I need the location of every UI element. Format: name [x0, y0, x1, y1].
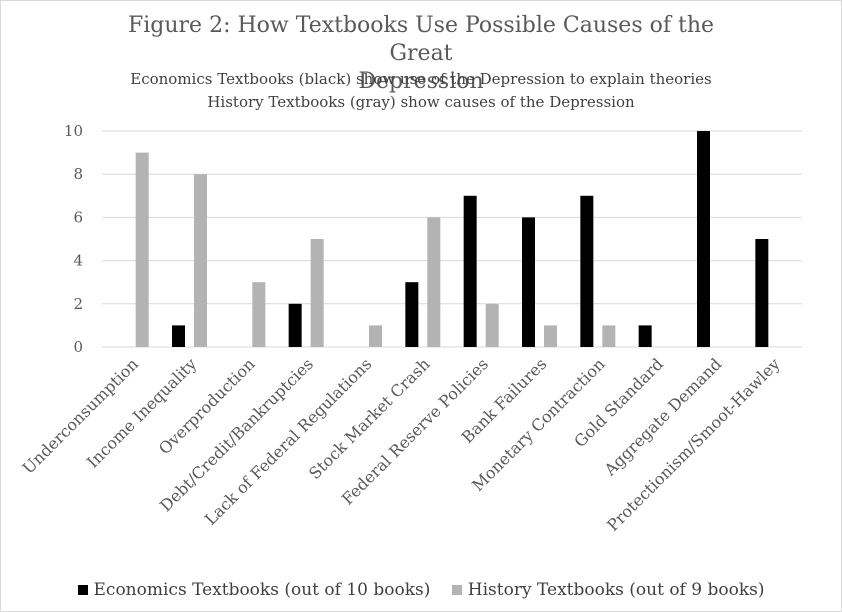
bar-economics-6 — [463, 195, 477, 347]
y-tick-label: 4 — [73, 252, 83, 270]
y-tick-label: 0 — [73, 338, 83, 356]
bar-economics-11 — [755, 239, 769, 347]
y-tick-label: 8 — [73, 165, 83, 183]
legend-item-history: History Textbooks (out of 9 books) — [451, 580, 765, 600]
bar-economics-8 — [580, 195, 594, 347]
legend-label-economics: Economics Textbooks (out of 10 books) — [93, 580, 431, 600]
chart-subtitle-line-2: History Textbooks (gray) show causes of … — [207, 93, 635, 111]
chart-title-line-2: Depression — [358, 69, 484, 94]
y-tick-label: 2 — [73, 295, 83, 313]
y-tick-label: 10 — [64, 122, 83, 140]
legend-label-history: History Textbooks (out of 9 books) — [467, 580, 765, 600]
bar-economics-7 — [522, 217, 535, 347]
chart-subtitle-line-1: Economics Textbooks (black) show use of … — [130, 70, 712, 88]
chart-title-line-1: Figure 2: How Textbooks Use Possible Cau… — [127, 13, 715, 66]
bar-history-0 — [135, 152, 149, 347]
bar-history-3 — [310, 239, 324, 347]
chart-legend: Economics Textbooks (out of 10 books) Hi… — [0, 580, 842, 600]
bar-history-6 — [485, 303, 499, 347]
legend-item-economics: Economics Textbooks (out of 10 books) — [77, 580, 431, 600]
y-tick-label: 6 — [73, 208, 83, 226]
legend-swatch-economics — [77, 585, 88, 595]
bar-history-5 — [427, 217, 441, 347]
chart-title: Figure 2: How Textbooks Use Possible Cau… — [100, 12, 742, 96]
bar-economics-9 — [638, 325, 652, 347]
x-category-label: Underconsumption — [19, 354, 142, 477]
bar-economics-5 — [405, 282, 419, 347]
bar-history-7 — [544, 325, 557, 347]
bar-history-4 — [369, 325, 382, 347]
bar-economics-1 — [172, 325, 185, 347]
x-category-label: Income Inequality — [83, 354, 200, 471]
bar-history-1 — [194, 174, 207, 347]
bar-economics-3 — [288, 303, 302, 347]
bar-history-8 — [602, 325, 616, 347]
bar-economics-10 — [697, 131, 710, 347]
bar-history-2 — [252, 282, 266, 347]
legend-swatch-history — [451, 585, 462, 595]
